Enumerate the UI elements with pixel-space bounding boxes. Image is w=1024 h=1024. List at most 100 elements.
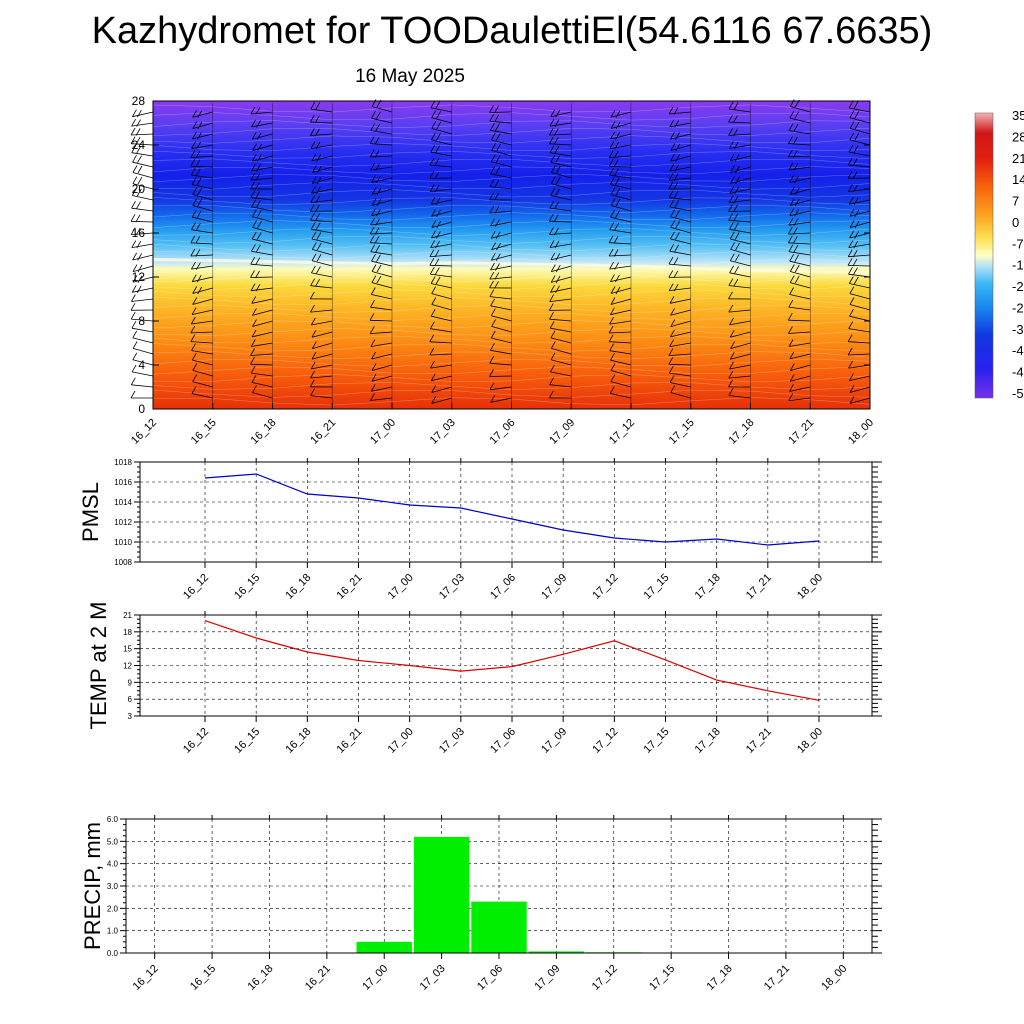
wind-barb-flag	[376, 264, 382, 273]
wind-barb-flag	[311, 186, 316, 194]
wind-barb	[788, 251, 811, 256]
wind-barb-flag	[315, 213, 320, 221]
wind-barb-flag	[369, 226, 375, 235]
wind-barb	[431, 283, 452, 289]
wind-barb	[610, 359, 632, 366]
wind-barb	[669, 166, 691, 172]
wind-barb	[311, 364, 333, 370]
wind-barb	[729, 108, 751, 113]
wind-barb-flag	[369, 149, 375, 158]
wind-barb-flag	[370, 244, 376, 252]
wind-barb-flag	[490, 262, 495, 271]
x-tick-label: 17_12	[590, 572, 620, 602]
wind-barb-flag	[130, 214, 136, 222]
wind-barb-flag	[668, 106, 674, 115]
wind-barb	[549, 133, 572, 136]
wind-barb-flag	[130, 311, 136, 320]
x-tick-label: 16_15	[232, 572, 262, 602]
wind-barb-flag	[494, 105, 499, 114]
wind-barb-flag	[130, 227, 136, 235]
x-tick-label: 16_18	[283, 726, 313, 756]
wind-barb-flag	[251, 375, 257, 383]
wind-barb-flag	[370, 300, 375, 308]
wind-barb-flag	[136, 240, 142, 249]
wind-barb	[429, 254, 452, 257]
wind-barb-flag	[255, 107, 261, 115]
wind-barb-flag	[735, 242, 740, 251]
wind-barb	[370, 242, 393, 245]
wind-barb	[251, 342, 273, 347]
wind-barb-flag	[376, 111, 381, 119]
wind-barb	[251, 122, 273, 128]
wind-barb-flag	[435, 197, 441, 205]
wind-barb	[788, 342, 811, 347]
wind-barb	[491, 243, 512, 250]
wind-barb	[371, 177, 393, 183]
wind-barb-flag	[734, 222, 739, 230]
wind-barb-flag	[734, 254, 740, 262]
wind-barb-flag	[728, 128, 733, 136]
precip-bar	[528, 951, 585, 953]
x-tick-label: 16_15	[188, 963, 218, 993]
wind-barb	[491, 254, 512, 261]
x-tick-label: 16_21	[335, 572, 365, 602]
wind-barb	[370, 155, 393, 158]
wind-barb-flag	[669, 244, 675, 252]
wind-barb-flag	[490, 132, 496, 141]
x-tick-label: 17_06	[488, 726, 518, 756]
wind-barb-flag	[734, 154, 740, 162]
wind-barb-flag	[733, 204, 738, 213]
wind-barb-flag	[849, 309, 854, 317]
wind-barb-flag	[548, 127, 554, 136]
wind-barb	[310, 219, 333, 223]
colorbar-label: -4	[1012, 343, 1024, 358]
wind-barb	[130, 220, 154, 223]
wind-barb-flag	[792, 150, 798, 158]
wind-barb-flag	[256, 164, 261, 172]
wind-barb	[549, 220, 572, 223]
wind-barb	[191, 320, 213, 325]
wind-barb-flag	[674, 244, 680, 252]
wind-barb-flag	[131, 145, 137, 153]
wind-barb	[728, 210, 751, 212]
wind-barb-flag	[494, 272, 500, 280]
wind-barb-flag	[195, 150, 201, 159]
wind-barb	[252, 331, 273, 338]
wind-barb-flag	[137, 176, 143, 185]
wind-barb-flag	[670, 154, 675, 162]
wind-barb-flag	[670, 220, 676, 228]
colorbar-label: 14	[1012, 172, 1024, 187]
wind-barb	[549, 207, 572, 212]
wind-barb	[849, 386, 871, 393]
wind-barb	[251, 166, 273, 172]
wind-barb-flag	[190, 159, 196, 167]
wind-barb	[790, 199, 811, 206]
wind-barb-flag	[434, 171, 440, 180]
wind-barb-flag	[854, 220, 860, 229]
x-tick-label: 18_00	[846, 417, 876, 447]
wind-barb	[491, 139, 512, 146]
wind-barb	[371, 294, 393, 300]
wind-barb-flag	[137, 110, 142, 118]
wind-barb	[491, 150, 512, 157]
wind-barb-flag	[430, 197, 436, 205]
x-tick-label: 17_06	[488, 417, 518, 447]
wind-barb-flag	[197, 110, 202, 118]
wind-barb	[848, 243, 871, 248]
wind-barb	[790, 106, 811, 113]
precip-panel: 0.0 1.0 2.0 3.0 4.0 5.0 6.0 16_12 16_15 16_18 16_2…	[80, 815, 882, 993]
wind-barb-flag	[730, 341, 735, 349]
wind-barb-flag	[370, 162, 375, 171]
wind-barb-flag	[370, 339, 376, 347]
wind-barb	[789, 117, 811, 124]
wind-barb-flag	[191, 261, 196, 270]
wind-barb	[729, 320, 751, 326]
wind-barb-flag	[794, 198, 800, 207]
wind-barb-flag	[669, 199, 675, 208]
wind-barb	[848, 164, 871, 168]
x-tick-label: 16_12	[131, 963, 161, 993]
wind-barb	[491, 326, 512, 333]
wind-barb-flag	[670, 329, 675, 338]
wind-barb	[192, 216, 213, 223]
y-tick-label: 28	[132, 94, 146, 108]
